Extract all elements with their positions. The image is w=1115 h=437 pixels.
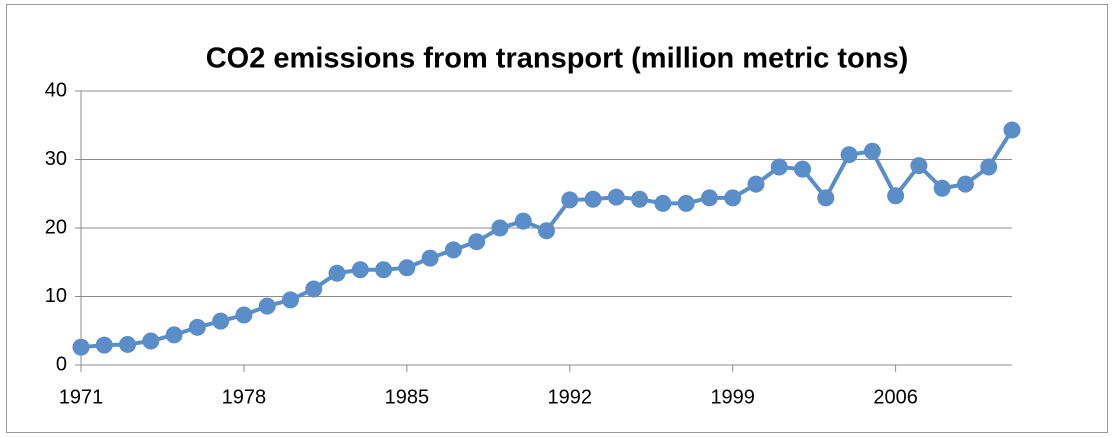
x-tick-label: 1992 (548, 386, 593, 408)
marker (421, 249, 439, 267)
marker (724, 189, 742, 207)
marker (491, 219, 509, 237)
x-tick-label: 1999 (710, 386, 755, 408)
marker (817, 189, 835, 207)
marker (631, 190, 649, 208)
y-tick-label: 10 (45, 285, 67, 307)
marker (398, 259, 416, 277)
x-tick-label: 1978 (222, 386, 267, 408)
marker (165, 326, 183, 344)
marker (980, 158, 998, 176)
marker (142, 332, 160, 350)
marker (1003, 121, 1021, 139)
marker (561, 191, 579, 209)
marker (235, 306, 253, 324)
marker (305, 280, 323, 298)
y-tick-label: 0 (56, 353, 67, 375)
marker (677, 194, 695, 212)
marker (95, 336, 113, 354)
marker (887, 187, 905, 205)
marker (468, 233, 486, 251)
marker (956, 175, 974, 193)
x-tick-label: 2006 (873, 386, 918, 408)
y-tick-label: 30 (45, 148, 67, 170)
chart-title: CO2 emissions from transport (million me… (206, 43, 909, 75)
marker (514, 212, 532, 230)
marker (72, 338, 90, 356)
y-tick-label: 20 (45, 216, 67, 238)
x-tick-label: 1971 (59, 386, 104, 408)
marker (794, 160, 812, 178)
x-tick-label: 1985 (385, 386, 430, 408)
marker (212, 312, 230, 330)
marker (607, 188, 625, 206)
marker (375, 261, 393, 279)
marker (258, 297, 276, 315)
marker (910, 157, 928, 175)
marker (584, 190, 602, 208)
y-tick-label: 40 (45, 79, 67, 101)
marker (188, 318, 206, 336)
marker (770, 158, 788, 176)
marker (863, 142, 881, 160)
marker (700, 189, 718, 207)
marker (654, 194, 672, 212)
marker (538, 222, 555, 240)
marker (933, 179, 951, 197)
marker (840, 146, 858, 164)
marker (281, 291, 299, 309)
marker (119, 335, 137, 353)
marker (747, 175, 765, 193)
marker (328, 264, 346, 282)
marker (444, 241, 462, 259)
marker (351, 261, 369, 279)
